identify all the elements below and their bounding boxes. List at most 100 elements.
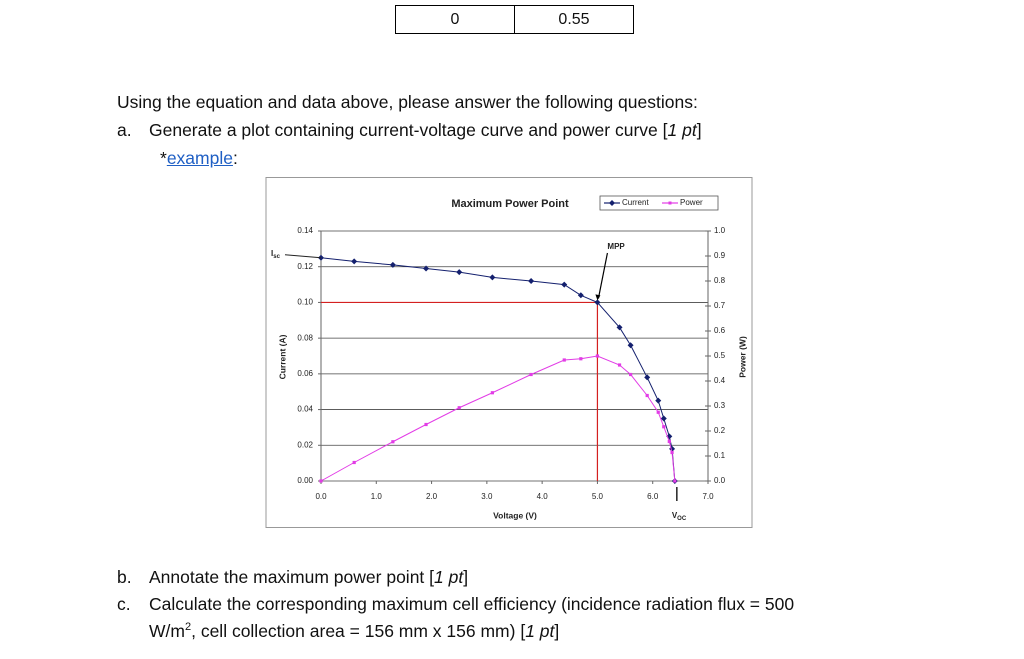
point-marker	[351, 258, 358, 265]
legend-label: Current	[622, 198, 649, 207]
legend-marker	[668, 201, 672, 205]
question-continued: W/m2, cell collection area = 156 mm x 15…	[149, 621, 559, 642]
point-marker	[489, 274, 496, 281]
mpp-arrowhead	[595, 294, 601, 301]
voc-main: V	[672, 511, 678, 520]
question: Annotate the maximum power point [1 pt]	[149, 567, 468, 588]
table-row: 0 0.55	[395, 5, 634, 34]
point-marker	[627, 342, 634, 349]
x-tick-label: 3.0	[481, 492, 493, 501]
example-link[interactable]: example	[166, 148, 233, 168]
y2-tick-label: 0.8	[714, 276, 726, 285]
mpp-arrow	[597, 252, 609, 299]
point-marker	[655, 397, 662, 404]
y2-tick-label: 0.2	[714, 426, 726, 435]
x-tick-label: 2.0	[426, 492, 438, 501]
text: , cell collection area = 156 mm x 156 mm…	[191, 621, 526, 641]
legend-box	[599, 195, 719, 211]
y-tick-label: 0.02	[297, 440, 313, 449]
y2-axis-label: Power (W)	[737, 336, 747, 378]
point-marker	[656, 410, 660, 414]
y2-tick-label: 0.0	[714, 476, 726, 485]
y-tick-label: 0.14	[297, 226, 313, 235]
point-marker	[660, 415, 667, 422]
question: Generate a plot containing current-volta…	[149, 120, 702, 141]
point-marker	[644, 374, 651, 381]
superscript: 2	[184, 621, 192, 634]
point-marker	[562, 358, 566, 362]
point-marker	[617, 363, 622, 367]
y2-tick-label: 0.6	[714, 326, 726, 335]
point-marker	[594, 299, 601, 306]
list-marker: c.	[117, 594, 131, 614]
legend-label: Power	[680, 198, 703, 207]
y2-tick-label: 1.0	[714, 226, 726, 235]
chart-frame	[265, 177, 753, 528]
x-tick-label: 6.0	[647, 492, 659, 501]
isc-pointer	[284, 254, 322, 259]
x-tick-label: 7.0	[702, 492, 714, 501]
data-table: 0 0.55	[395, 5, 634, 34]
y2-tick-label: 0.4	[714, 376, 726, 385]
y-tick-label: 0.00	[297, 476, 313, 485]
x-tick-label: 0.0	[315, 492, 327, 501]
text: W/m	[149, 621, 185, 641]
list-marker: b.	[117, 567, 132, 587]
point-marker	[423, 265, 430, 272]
y-tick-label: 0.12	[297, 262, 313, 271]
x-tick-label: 5.0	[592, 492, 604, 501]
list-marker: a.	[117, 120, 132, 140]
point-marker	[577, 292, 584, 299]
point-marker	[424, 422, 428, 427]
x-axis-label: Voltage (V)	[493, 510, 537, 520]
chart-title: Maximum Power Point	[451, 198, 569, 210]
point-marker	[490, 391, 494, 395]
point-marker	[456, 269, 463, 276]
legend-marker	[609, 200, 615, 206]
point-marker	[616, 324, 623, 331]
text: Annotate the maximum power point [	[149, 567, 435, 587]
point-marker	[352, 460, 356, 465]
points: 1 pt	[525, 621, 555, 641]
y2-tick-label: 0.9	[714, 251, 726, 260]
points: 1 pt	[667, 120, 697, 140]
y2-tick-label: 0.7	[714, 301, 726, 310]
point-marker	[389, 261, 396, 268]
y-tick-label: 0.06	[297, 369, 313, 378]
point-marker	[561, 281, 568, 288]
point-marker	[670, 450, 674, 455]
point-marker	[629, 372, 633, 377]
isc-label: Isc	[271, 249, 281, 259]
point-marker	[645, 393, 649, 398]
text: Generate a plot containing current-volta…	[149, 120, 668, 140]
point-marker	[529, 372, 533, 377]
series-line	[320, 355, 676, 482]
point-marker	[673, 479, 677, 483]
y2-tick-label: 0.3	[714, 401, 726, 410]
intro: Using the equation and data above, pleas…	[117, 92, 698, 112]
x-tick-label: 4.0	[537, 492, 549, 501]
x-tick-label: 1.0	[371, 492, 383, 501]
point-marker	[595, 354, 600, 358]
text: ]	[463, 567, 469, 587]
y-tick-label: 0.08	[297, 333, 313, 342]
chart: Maximum Power Point Voltage (V) Current …	[265, 177, 753, 528]
point-marker	[662, 425, 666, 429]
y2-tick-label: 0.1	[714, 451, 726, 460]
isc-sub: sc	[273, 253, 280, 259]
text: ]	[696, 120, 702, 140]
table-cell: 0	[395, 5, 515, 34]
points: 1 pt	[434, 567, 464, 587]
point-marker	[528, 278, 535, 284]
point-marker	[667, 439, 671, 444]
point-marker	[579, 357, 583, 361]
table-cell: 0.55	[514, 5, 634, 34]
point-marker	[457, 406, 461, 410]
voc-sub: OC	[677, 516, 687, 522]
y-tick-label: 0.04	[297, 405, 313, 414]
y-tick-label: 0.10	[297, 298, 313, 307]
y-axis-label: Current (A)	[277, 334, 287, 379]
series-line	[320, 257, 676, 482]
text: :	[232, 148, 238, 168]
y2-tick-label: 0.5	[714, 351, 726, 360]
